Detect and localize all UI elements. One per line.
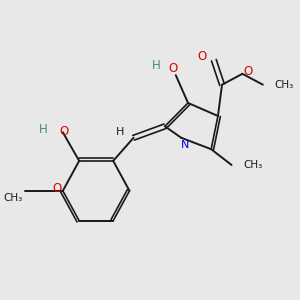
Text: O: O — [197, 50, 206, 63]
Text: CH₃: CH₃ — [4, 194, 23, 203]
Text: CH₃: CH₃ — [274, 80, 293, 90]
Text: CH₃: CH₃ — [244, 160, 263, 170]
Text: O: O — [168, 62, 178, 75]
Text: H: H — [39, 123, 48, 136]
Text: H: H — [152, 59, 161, 72]
Text: N: N — [181, 140, 189, 151]
Text: H: H — [116, 127, 124, 137]
Text: O: O — [52, 182, 61, 195]
Text: O: O — [60, 125, 69, 138]
Text: O: O — [244, 64, 253, 78]
